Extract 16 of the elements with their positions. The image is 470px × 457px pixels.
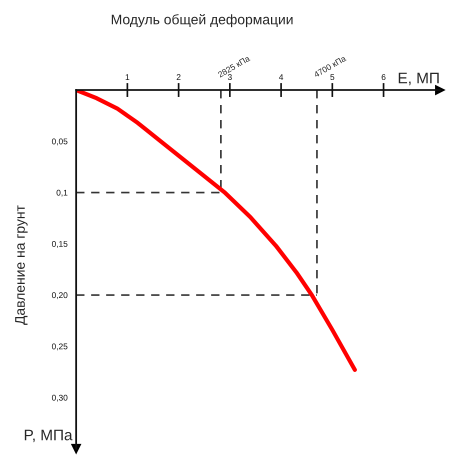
y-tick-label: 0,05 (52, 138, 68, 146)
y-tick-label: 0,20 (52, 292, 68, 300)
y2-axis-title: P, МПа (24, 430, 73, 442)
chart-title: Модуль общей деформации (112, 14, 293, 28)
line-series (76, 90, 357, 372)
x-tick-label: 6 (382, 74, 386, 80)
x-tick-label: 1 (126, 74, 130, 80)
x-axis-title: E, МП (398, 72, 439, 86)
x-tick-label: 5 (330, 74, 334, 80)
x-tick-label: 4 (278, 74, 284, 80)
x-tick-label: 2 (176, 74, 181, 80)
y-tick-label: 0,30 (52, 394, 68, 402)
y-tick-label: 0,15 (52, 240, 68, 248)
y-tick-label: 0,1 (56, 190, 68, 197)
y-axis-title: Давление на грунт (15, 205, 28, 325)
y-tick-label: 0,25 (52, 343, 68, 350)
